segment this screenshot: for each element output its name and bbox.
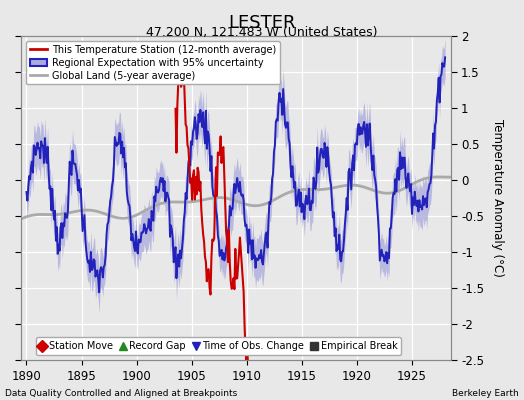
Text: Data Quality Controlled and Aligned at Breakpoints: Data Quality Controlled and Aligned at B… xyxy=(5,389,237,398)
Legend: Station Move, Record Gap, Time of Obs. Change, Empirical Break: Station Move, Record Gap, Time of Obs. C… xyxy=(36,337,401,355)
Y-axis label: Temperature Anomaly (°C): Temperature Anomaly (°C) xyxy=(490,119,504,277)
Text: 47.200 N, 121.483 W (United States): 47.200 N, 121.483 W (United States) xyxy=(146,26,378,39)
Text: Berkeley Earth: Berkeley Earth xyxy=(452,389,519,398)
Text: LESTER: LESTER xyxy=(228,14,296,32)
